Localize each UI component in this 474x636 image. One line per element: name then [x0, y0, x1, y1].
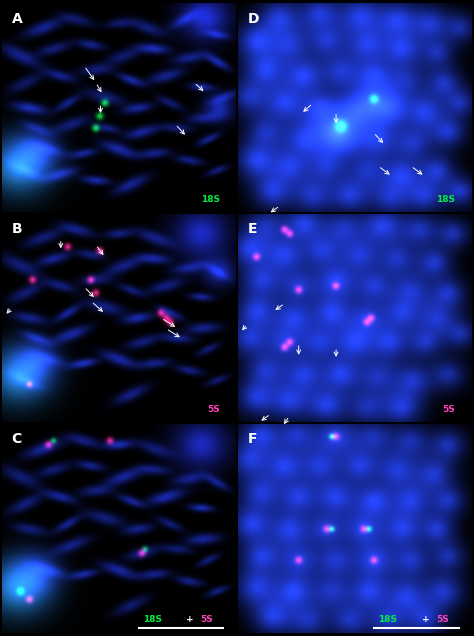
Text: A: A — [12, 11, 22, 25]
Text: D: D — [247, 11, 259, 25]
Text: 18S: 18S — [436, 195, 455, 204]
Text: 5S: 5S — [207, 405, 220, 414]
Text: 18S: 18S — [378, 616, 397, 625]
Text: 18S: 18S — [143, 616, 162, 625]
Text: B: B — [12, 222, 22, 236]
Text: C: C — [12, 432, 22, 446]
Text: 5S: 5S — [201, 616, 213, 625]
Text: 18S: 18S — [201, 195, 220, 204]
Text: +: + — [186, 616, 194, 625]
Text: +: + — [421, 616, 429, 625]
Text: E: E — [247, 222, 257, 236]
Text: F: F — [247, 432, 257, 446]
Text: 5S: 5S — [436, 616, 449, 625]
Text: 5S: 5S — [443, 405, 455, 414]
